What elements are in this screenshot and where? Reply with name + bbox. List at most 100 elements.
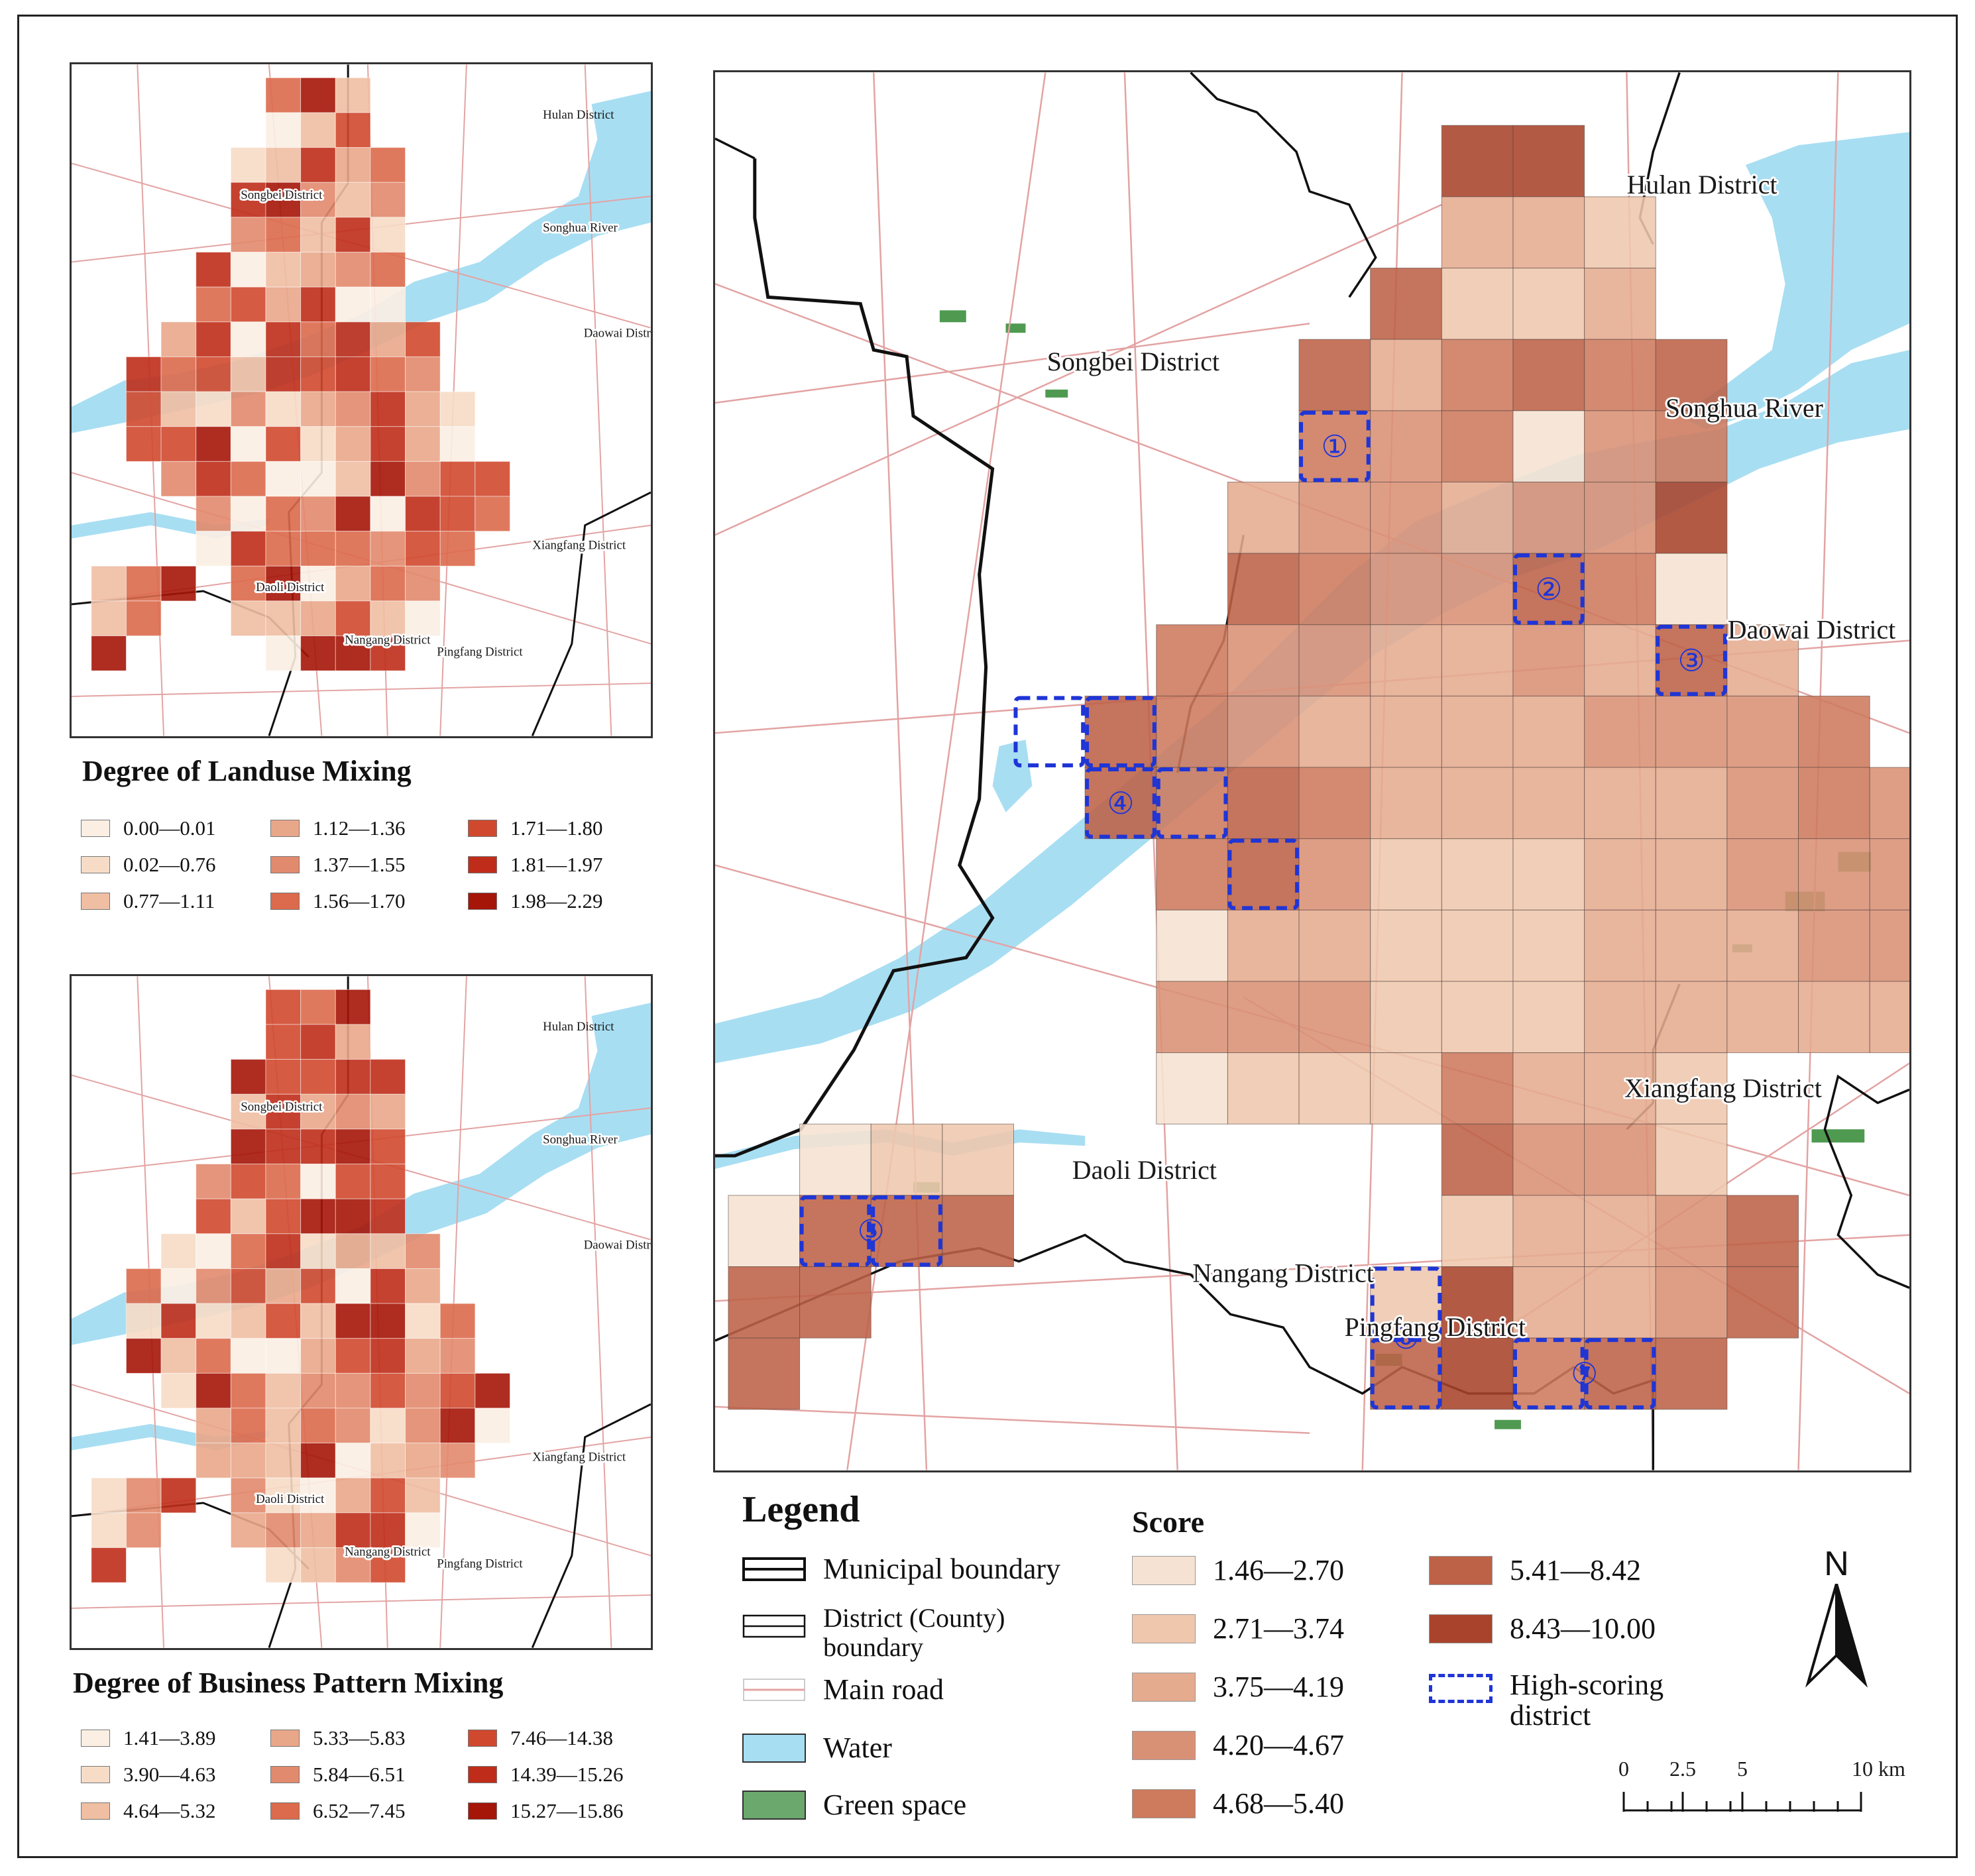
grid-cell [91,1477,127,1514]
grid-cell [335,989,371,1025]
landuse-mixing-map: Hulan District Songbei District Songhua … [70,62,653,738]
grid-cell [125,391,162,427]
score-grid-cell [1227,624,1300,696]
grid-cell [335,1547,371,1583]
grid-cell [300,252,336,288]
landuse-legend-swatch [468,856,497,873]
grid-cell [265,252,302,288]
scale-tick-5: 5 [1737,1757,1748,1781]
score-grid-cell [1370,624,1442,696]
grid-cell [370,635,406,671]
score-grid-cell [1227,909,1300,982]
score-grid-cell [1584,339,1656,412]
score-class-label: 1.46—2.70 [1213,1554,1344,1586]
landuse-legend-label: 1.98—2.29 [510,889,603,912]
lake-water [591,1003,651,1109]
grid-cell [405,531,441,567]
score-grid-cell [1227,838,1300,910]
grid-cell [300,1164,336,1199]
score-grid-cell [1441,981,1514,1054]
business-legend-item: 4.64—5.32 [81,1799,216,1823]
grid-cell [405,600,441,637]
grid-cell [230,252,266,288]
grid-cell [265,1024,302,1060]
green-space [1005,323,1026,333]
business-legend-label: 5.33—5.83 [313,1726,406,1749]
grid-cell [405,1268,441,1304]
score-grid-cell [1512,695,1585,768]
legend-green-space: Green space [742,1788,966,1822]
score-class-item: 2.71—3.74 [1132,1612,1344,1645]
business-legend-label: 1.41—3.89 [123,1726,216,1749]
grid-cell [439,1443,476,1478]
label-pingfang: Pingfang District [1345,1312,1526,1342]
score-grid-cell [1726,695,1799,768]
landuse-legend-item: 1.71—1.80 [468,816,603,840]
score-grid-cell [1512,268,1585,340]
score-grid-cell [1512,481,1585,554]
grid-cell [91,635,127,671]
grid-cell [125,1477,162,1514]
high-scoring-outline [1370,1338,1442,1409]
business-legend-swatch [270,1802,300,1820]
grid-cell [335,1268,371,1304]
grid-cell [335,77,371,113]
north-arrow: N [1800,1544,1873,1690]
grid-cell [335,426,371,462]
score-class-label: 5.41—8.42 [1510,1554,1641,1586]
grid-cell [300,1443,336,1478]
score-grid-cell [1584,481,1656,554]
legend-high-scoring: High-scoring district [1429,1670,1664,1731]
grid-cell [370,1164,406,1199]
grid-cell [335,1303,371,1339]
business-legend-label: 4.64—5.32 [123,1799,216,1822]
grid-cell [230,147,266,183]
label-pingfang: Pingfang District [437,645,523,659]
grid-cell [300,635,336,671]
landuse-grid [91,77,510,671]
grid-cell [230,391,266,427]
main-legend-title: Legend [742,1489,860,1530]
grid-cell [475,1407,510,1444]
grid-cell [230,1164,266,1199]
score-grid-cell [1584,1266,1656,1339]
landuse-legend-swatch [81,893,110,910]
business-legend-item: 14.39—15.26 [468,1763,624,1787]
score-grid-cell [1726,1195,1799,1268]
landuse-legend-item: 1.81—1.97 [468,853,603,877]
grid-cell [439,461,476,497]
score-grid-cell [1798,838,1870,910]
score-grid-cell [1512,1266,1585,1339]
score-grid-cell [1512,125,1585,197]
grid-cell [300,356,336,392]
score-class-label: 4.20—4.67 [1213,1729,1344,1761]
grid-cell [265,1093,302,1130]
grid-cell [265,1164,302,1199]
score-grid-cell [1370,481,1442,554]
lake-water [591,91,651,197]
label-songbei: Songbei District [241,188,323,202]
grid-cell [300,1303,336,1339]
grid-cell [300,600,336,637]
landuse-legend-label: 0.00—0.01 [123,816,216,840]
business-legend-item: 6.52—7.45 [270,1799,406,1823]
score-grid-cell [942,1195,1014,1268]
grid-cell [370,391,406,427]
score-title: Score [1132,1505,1205,1539]
score-grid-cell [1512,767,1585,840]
grid-cell [125,600,162,637]
grid-cell [160,1233,197,1269]
score-grid-cell [1370,410,1442,482]
grid-cell [405,1233,441,1269]
grid-cell [265,1547,302,1583]
landuse-legend-label: 1.81—1.97 [510,853,603,876]
grid-cell [196,496,231,532]
business-legend-label: 3.90—4.63 [123,1763,216,1786]
legend-high-scoring-label-1: High-scoring [1510,1669,1664,1701]
score-grid-cell [1227,1052,1300,1125]
score-grid-cell [1441,1195,1514,1268]
score-grid-cell [1584,1195,1656,1268]
grid-cell [196,321,231,357]
score-grid-cell [1512,838,1585,910]
score-grid-cell [799,1123,872,1196]
